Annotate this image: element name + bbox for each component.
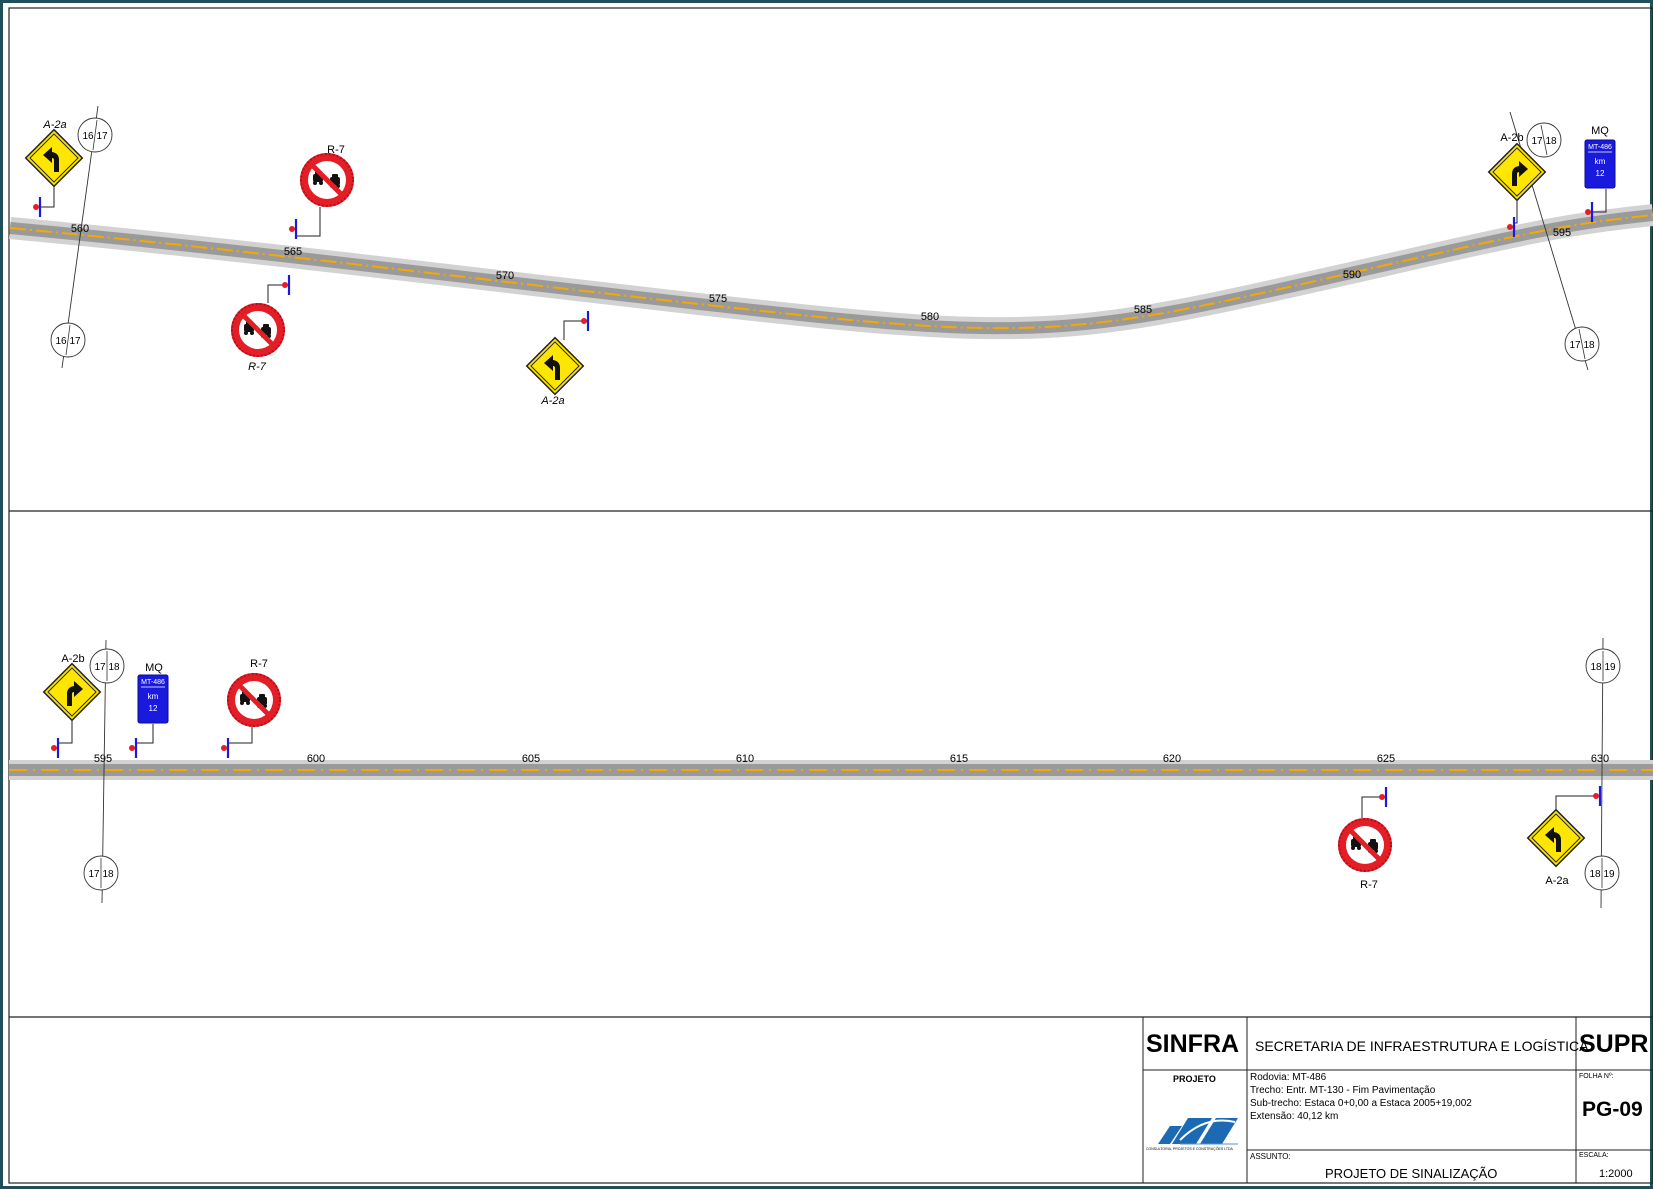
no-overtaking-icon	[227, 673, 281, 727]
sign-code: R-7	[1360, 879, 1378, 891]
match-label: 18	[1545, 136, 1557, 147]
sign-r7-no-overtaking: R-7	[219, 658, 281, 760]
match-label: 19	[1604, 662, 1616, 673]
no-overtaking-icon	[231, 303, 285, 357]
station-label: 590	[1343, 269, 1361, 281]
sign-mq-km-marker: MQ	[1583, 125, 1616, 224]
title-block	[1142, 1017, 1653, 1183]
match-label: 18	[1583, 340, 1595, 351]
escala-value: 1:2000	[1599, 1168, 1633, 1180]
no-overtaking-icon	[1338, 818, 1392, 872]
station-label: 620	[1163, 753, 1181, 765]
station-label: 565	[284, 246, 302, 258]
company-logo	[1158, 1118, 1238, 1145]
sign-a2b-curve-right: A-2b	[1487, 132, 1547, 239]
sign-code: A-2b	[61, 653, 84, 665]
station-label: 560	[71, 223, 89, 235]
match-label: 19	[1603, 869, 1615, 880]
folha-value: PG-09	[1582, 1098, 1643, 1121]
sign-code: A-2a	[1545, 875, 1569, 887]
extensao-text: Extensão: 40,12 km	[1250, 1111, 1339, 1122]
km-marker-icon	[137, 674, 169, 724]
sign-code: A-2b	[1500, 132, 1523, 144]
projeto-label: PROJETO	[1173, 1074, 1216, 1084]
sign-code: R-7	[248, 361, 267, 373]
sign-code: R-7	[250, 658, 268, 670]
match-label: 18	[1589, 869, 1601, 880]
sign-r7-no-overtaking: R-7	[231, 273, 291, 373]
bottom-panel: 595 600 605 610 615 620 625 630 17 18 17…	[9, 637, 1653, 909]
sign-code: MQ	[1591, 125, 1609, 137]
road-centerline	[9, 214, 1653, 330]
sign-a2a-curve-left: A-2a	[24, 119, 84, 219]
no-overtaking-icon	[300, 153, 354, 207]
sign-code: A-2a	[42, 119, 66, 131]
agency-right-name: SUPR	[1579, 1030, 1649, 1058]
station-label: 610	[736, 753, 754, 765]
station-label: 595	[1553, 227, 1571, 239]
match-line: 16 17 16 17	[50, 105, 113, 369]
match-label: 18	[108, 662, 120, 673]
km-marker-icon	[1584, 139, 1616, 189]
match-line: 17 18 17 18	[1509, 111, 1600, 371]
sign-a2b-curve-right: A-2b	[42, 653, 102, 760]
sign-mq-km-marker: MQ	[127, 662, 169, 760]
match-label: 18	[102, 869, 114, 880]
agency-short-name: SINFRA	[1146, 1030, 1240, 1058]
assunto-value: PROJETO DE SINALIZAÇÃO	[1325, 1166, 1498, 1181]
sign-code: A-2a	[540, 395, 564, 407]
sign-code: MQ	[145, 662, 163, 674]
road-surface	[9, 764, 1653, 776]
trecho-text: Trecho: Entr. MT-130 - Fim Pavimentação	[1250, 1085, 1436, 1096]
assunto-label: ASSUNTO:	[1250, 1152, 1291, 1161]
station-label: 580	[921, 311, 939, 323]
folha-label: FOLHA Nº:	[1579, 1073, 1614, 1080]
rodovia-text: Rodovia: MT-486	[1250, 1072, 1327, 1083]
company-caption: CONSULTORIA, PROJETOS E CONSTRUÇÕES LTDA	[1146, 1147, 1233, 1151]
top-panel: 560 565 570 575 580 585 590 595 16 17 16…	[8, 105, 1653, 407]
station-label: 575	[709, 293, 727, 305]
station-label: 570	[496, 270, 514, 282]
match-label: 16	[82, 131, 94, 142]
sign-r7-no-overtaking: R-7	[1338, 785, 1392, 891]
sign-r7-no-overtaking: R-7	[287, 144, 354, 241]
match-label: 17	[69, 336, 81, 347]
match-label: 17	[96, 131, 108, 142]
match-label: 17	[1531, 136, 1543, 147]
station-label: 600	[307, 753, 325, 765]
match-label: 18	[1590, 662, 1602, 673]
station-label: 605	[522, 753, 540, 765]
sign-a2a-curve-left: A-2a	[525, 309, 590, 407]
sign-a2a-curve-left: A-2a	[1526, 784, 1602, 887]
match-line: 17 18 17 18	[83, 639, 125, 904]
match-label: 16	[55, 336, 67, 347]
station-label: 625	[1377, 753, 1395, 765]
match-label: 17	[88, 869, 100, 880]
match-label: 17	[94, 662, 106, 673]
escala-label: ESCALA:	[1579, 1152, 1609, 1159]
station-label: 595	[94, 753, 112, 765]
sign-code: R-7	[327, 144, 345, 156]
station-label: 615	[950, 753, 968, 765]
match-line: 18 19 18 19	[1584, 637, 1621, 909]
inner-border	[8, 7, 1653, 1184]
match-label: 17	[1569, 340, 1581, 351]
subtrecho-text: Sub-trecho: Estaca 0+0,00 a Estaca 2005+…	[1250, 1098, 1472, 1109]
station-label: 585	[1134, 304, 1152, 316]
station-label: 630	[1591, 753, 1609, 765]
agency-full-name: SECRETARIA DE INFRAESTRUTURA E LOGÍSTICA	[1255, 1038, 1589, 1054]
